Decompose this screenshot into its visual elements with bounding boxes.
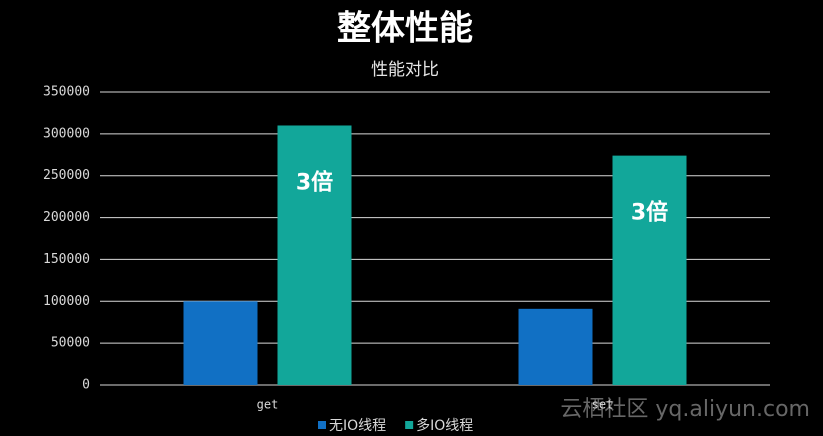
x-tick-label: get (257, 398, 279, 412)
legend-swatch (318, 421, 326, 429)
chart-title: 整体性能 (337, 9, 473, 49)
annotation: 3倍 (296, 169, 333, 195)
watermark: 云栖社区 yq.aliyun.com (560, 397, 810, 422)
x-tick-label: set (592, 398, 614, 412)
y-tick-label: 250000 (43, 168, 90, 183)
y-tick-label: 50000 (51, 336, 90, 351)
legend-label: 无IO线程 (329, 418, 386, 434)
chart-subtitle: 性能对比 (371, 60, 439, 80)
bar (518, 308, 593, 385)
annotation: 3倍 (631, 200, 668, 226)
y-tick-label: 350000 (43, 85, 90, 100)
y-tick-label: 200000 (43, 210, 90, 225)
legend-swatch (405, 421, 414, 429)
y-tick-label: 300000 (43, 126, 90, 141)
y-tick-label: 150000 (43, 252, 90, 267)
bar (183, 301, 258, 385)
legend-label: 多IO线程 (416, 417, 473, 434)
bar (612, 155, 687, 385)
bar (277, 125, 352, 385)
y-tick-label: 0 (82, 378, 90, 393)
y-tick-label: 100000 (43, 294, 90, 309)
